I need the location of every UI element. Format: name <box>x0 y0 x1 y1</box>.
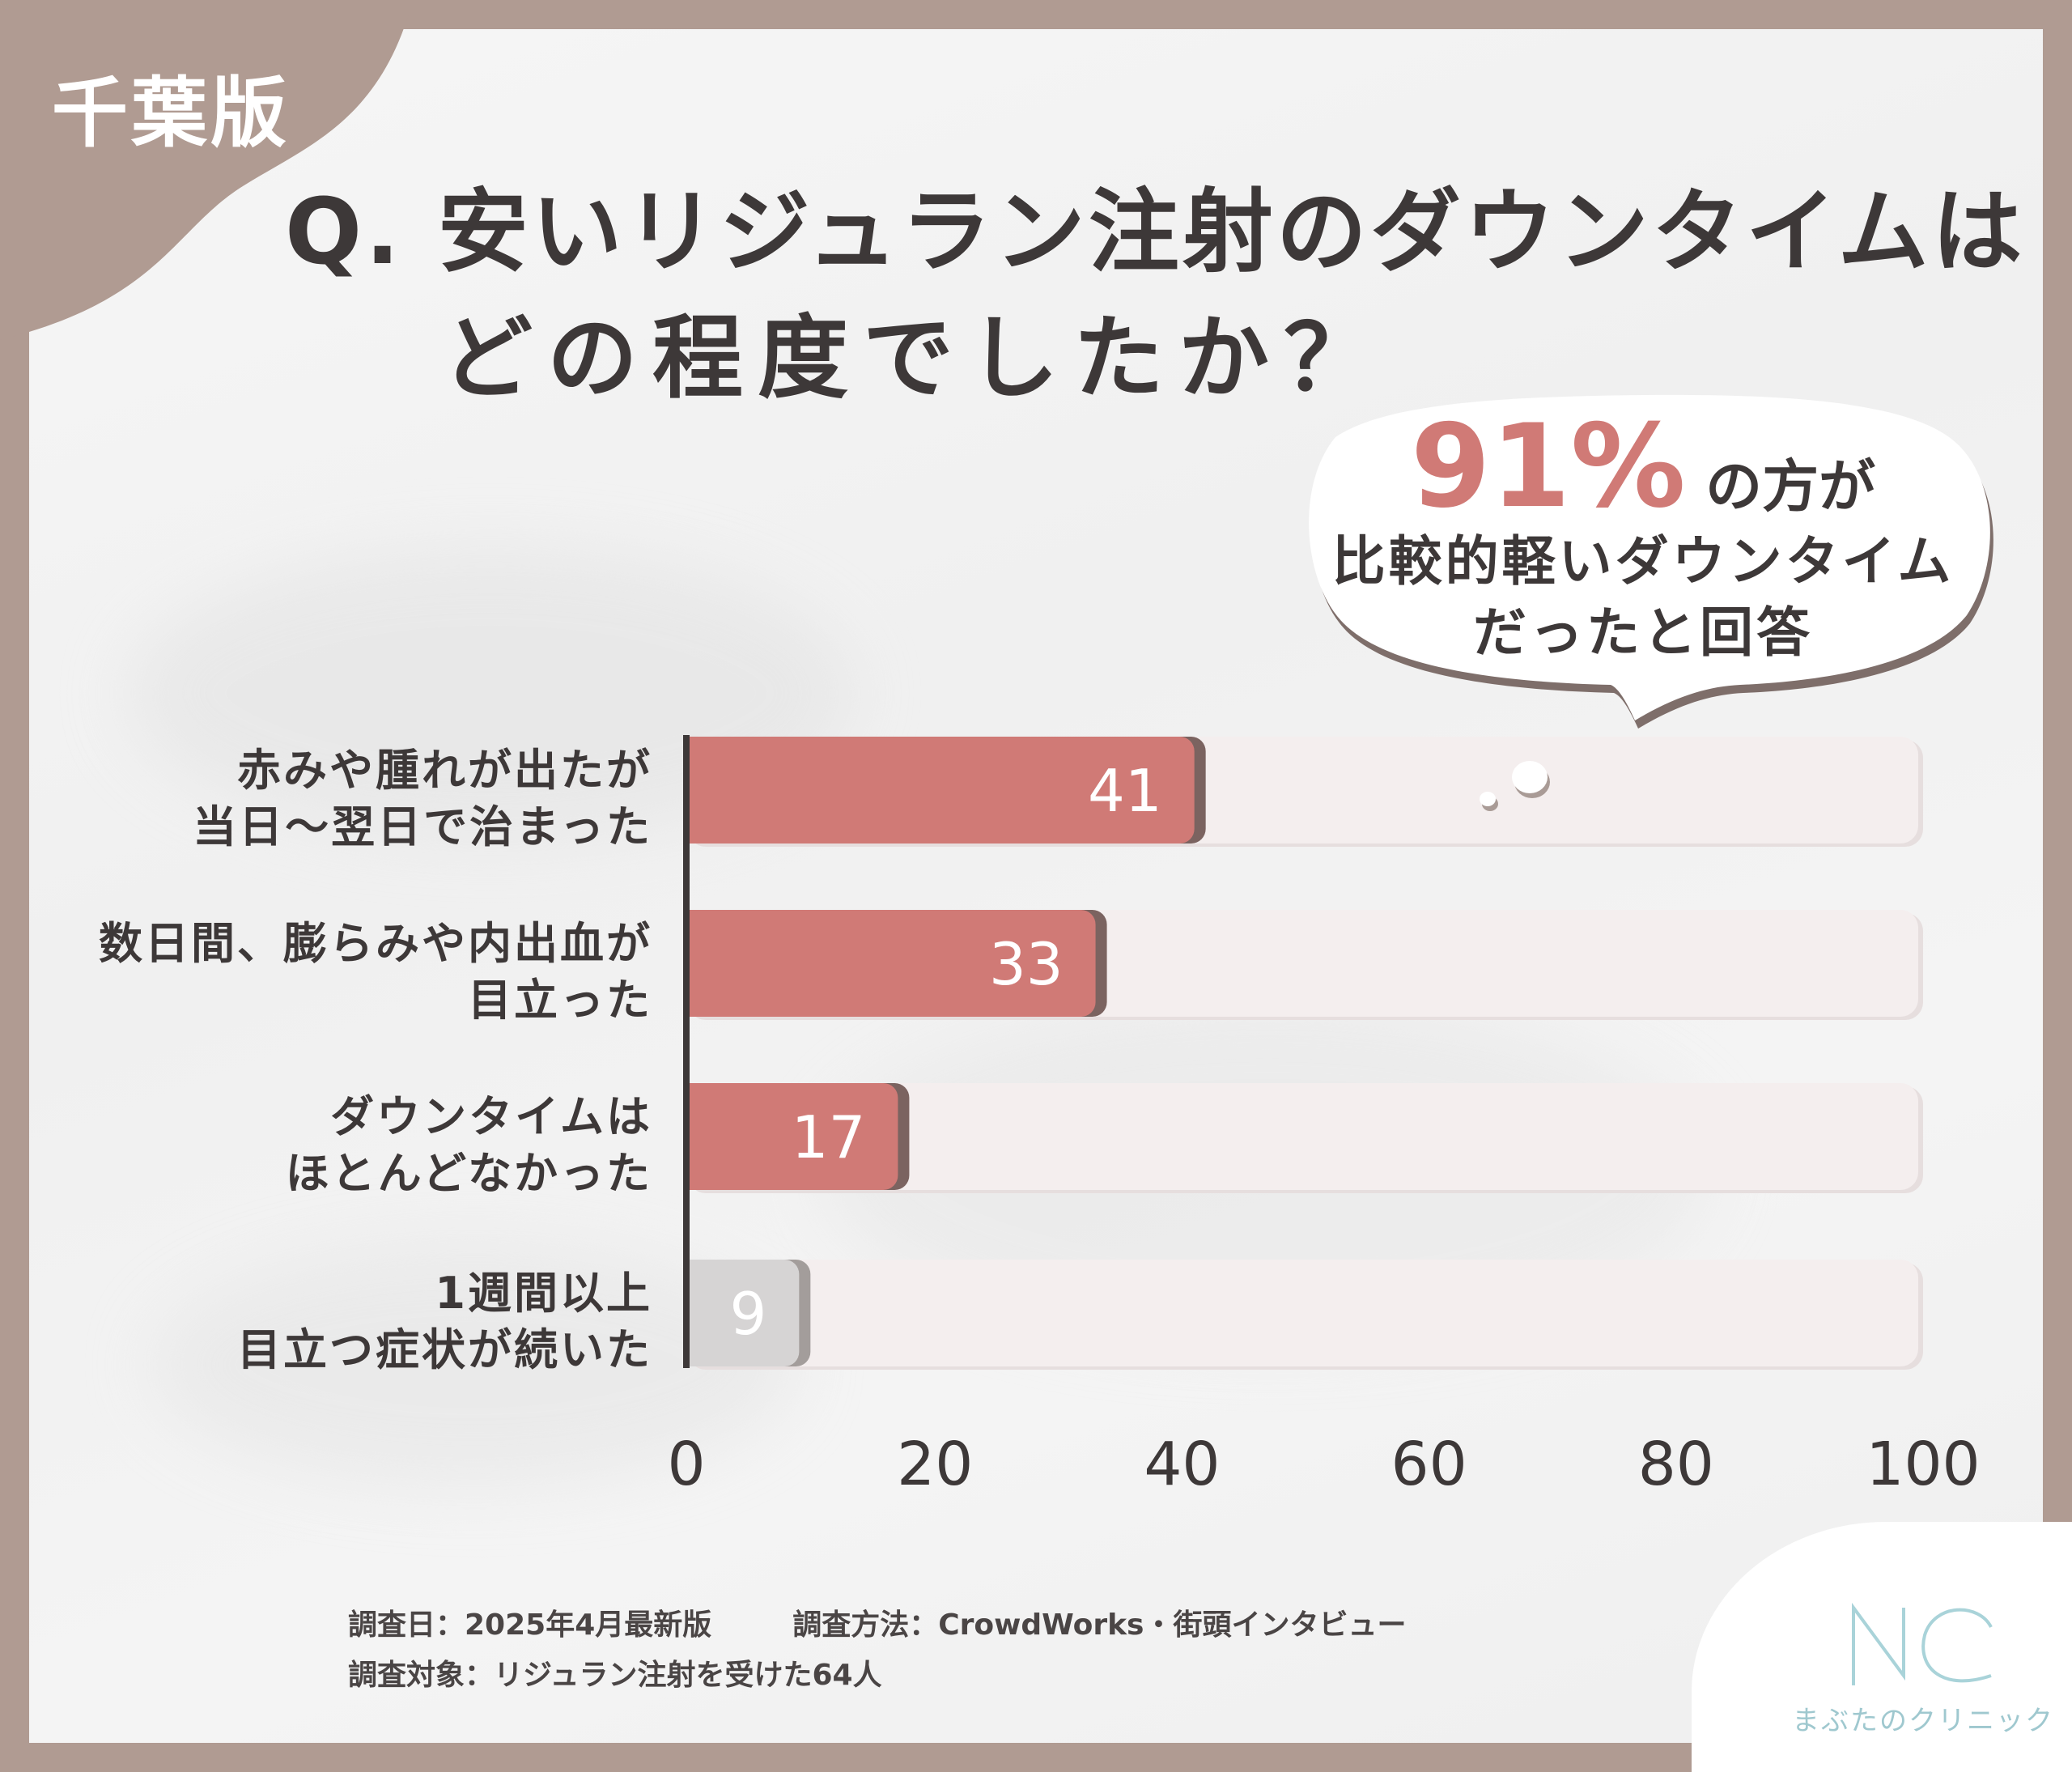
category-label: 当日〜翌日で治まった <box>193 801 652 852</box>
x-tick-label: 0 <box>667 1430 705 1499</box>
bar <box>688 910 1096 1017</box>
x-tick-label: 40 <box>1144 1430 1220 1499</box>
x-tick-label: 100 <box>1866 1430 1980 1499</box>
category-label: ほとんどなかった <box>286 1148 652 1199</box>
callout-line3: だったと回答 <box>1473 601 1813 664</box>
bar-track <box>688 1083 1918 1190</box>
bubble-dot-large <box>1512 761 1548 793</box>
bar-left-edge <box>688 1083 712 1190</box>
y-axis-line <box>683 735 690 1368</box>
bar-value-label: 41 <box>1088 757 1162 825</box>
region-badge: 千葉版 <box>52 70 291 158</box>
x-tick-label: 80 <box>1638 1430 1714 1499</box>
question-title-line2: どの程度でしたか？ <box>442 306 1389 411</box>
bar-left-edge <box>688 737 712 844</box>
category-label: 目立つ症状が続いた <box>237 1324 652 1375</box>
bar-left-edge <box>688 910 712 1017</box>
bar-left-edge <box>688 1260 712 1366</box>
corner-decoration <box>0 0 413 340</box>
category-label: 目立った <box>468 975 652 1026</box>
callout-line1-rest: の方が <box>1705 453 1876 520</box>
callout-line2: 比較的軽いダウンタイム <box>1331 530 1955 593</box>
survey-target: 調査対象：リジュラン注射を受けた64人 <box>348 1659 882 1692</box>
callout-line1: 91% の方が <box>1287 400 1999 533</box>
bubble-dot-small <box>1480 792 1496 806</box>
category-label: 1週間以上 <box>435 1268 652 1319</box>
category-label: ダウンタイムは <box>330 1091 652 1142</box>
bar-value-label: 33 <box>989 930 1064 998</box>
category-label: 数日間、膨らみや内出血が <box>99 918 652 969</box>
bar-value-label: 9 <box>730 1280 767 1348</box>
bar <box>688 1083 898 1190</box>
speech-bubble <box>1309 394 1993 729</box>
bar <box>688 1260 800 1366</box>
bar-value-label: 17 <box>792 1103 866 1171</box>
clinic-name: まぶたのクリニック <box>1792 1705 2054 1737</box>
question-title-line1: Q. 安いリジュラン注射のダウンタイムは <box>285 180 2026 285</box>
callout-percent: 91% <box>1410 400 1686 533</box>
category-label: 赤みや腫れが出たが <box>237 745 652 796</box>
x-tick-label: 60 <box>1391 1430 1467 1499</box>
survey-date: 調査日：2025年4月最新版 <box>348 1608 712 1642</box>
mc-logo-icon: MC <box>1852 1602 1993 1685</box>
footer-line1: 調査日：2025年4月最新版 調査方法：CrowdWorks・街頭インタビュー <box>348 1601 1487 1643</box>
x-tick-label: 20 <box>897 1430 973 1499</box>
bar <box>688 737 1195 844</box>
bar-track <box>688 1260 1918 1366</box>
survey-method: 調査方法：CrowdWorks・街頭インタビュー <box>792 1608 1407 1642</box>
